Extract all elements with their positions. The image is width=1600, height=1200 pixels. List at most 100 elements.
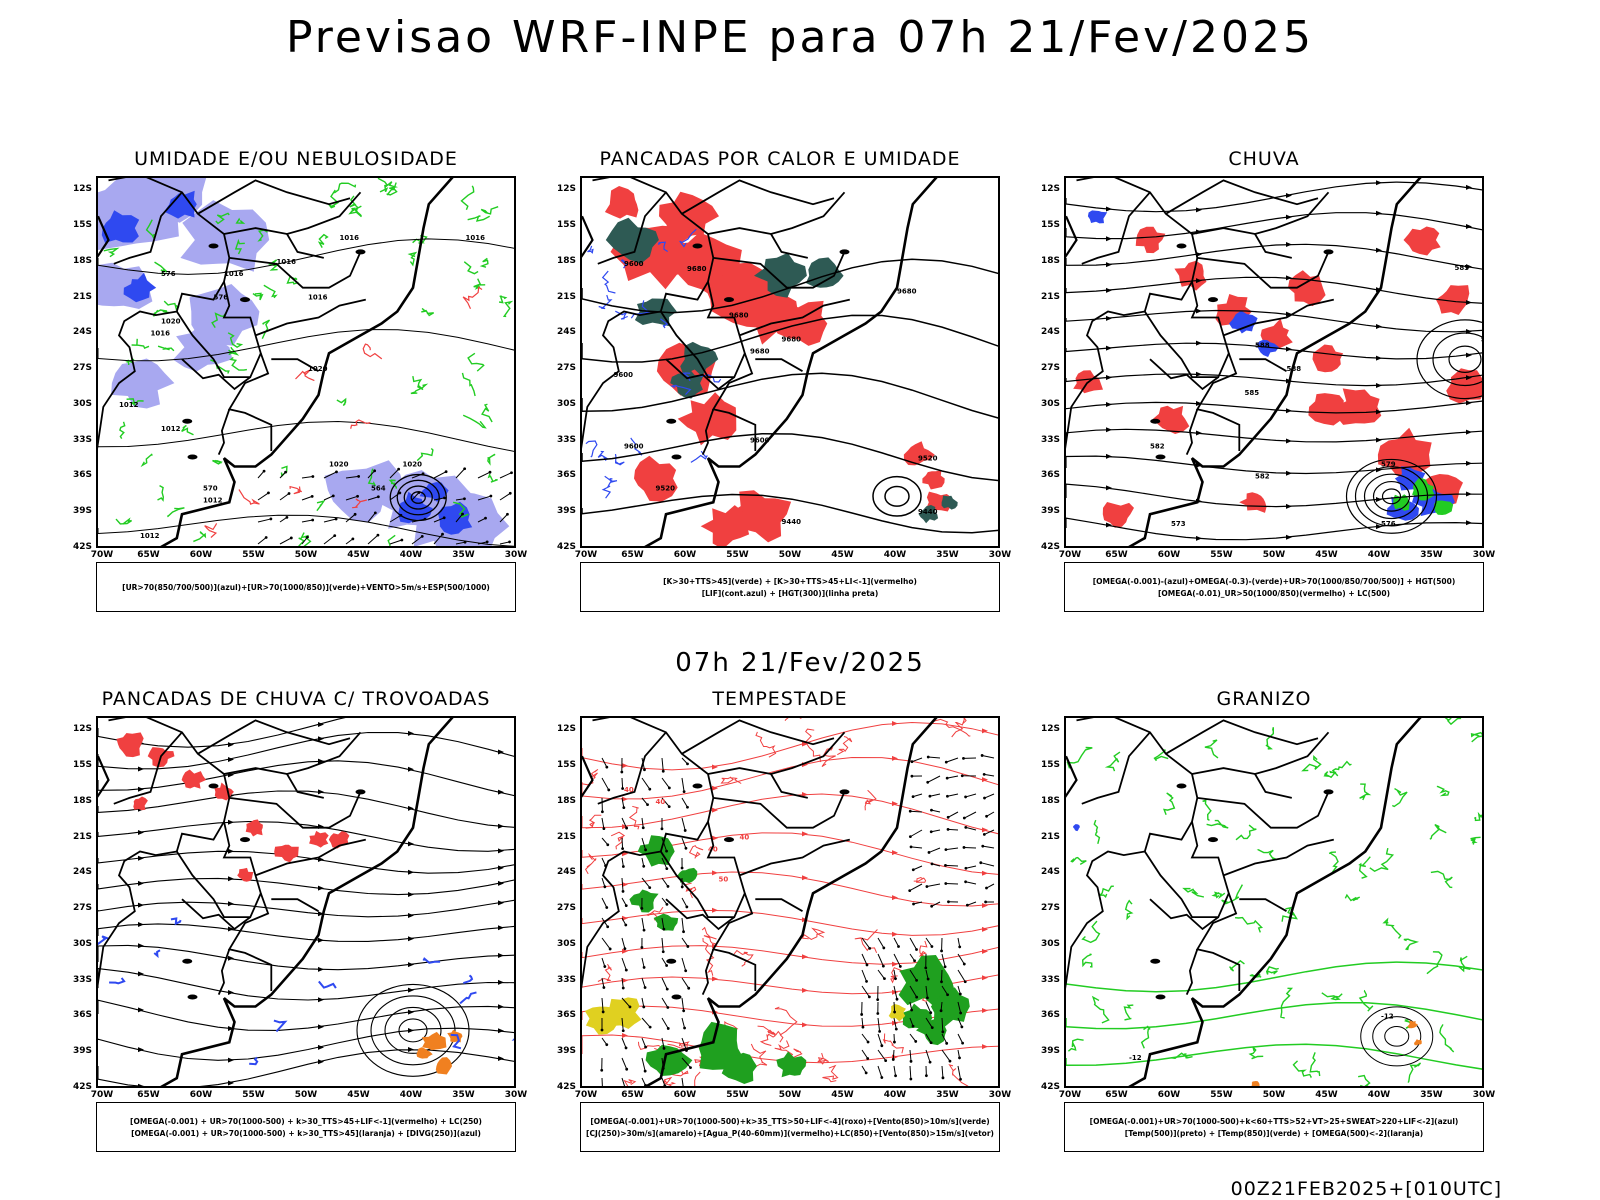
temp-500-cold-core (1360, 1006, 1434, 1067)
humidity-mid-area (419, 482, 449, 502)
heat-shower-area (700, 505, 751, 546)
wind-vector-head (624, 968, 628, 972)
map-frame: 585 588 588 591 585 582 579 576 573 582 (1064, 176, 1484, 548)
wind-vector (301, 476, 313, 479)
wind-vector (941, 1065, 944, 1078)
wind-vector-head (625, 826, 628, 830)
streamline-arrow (1466, 299, 1472, 305)
panel-title: PANCADAS POR CALOR E UMIDADE (599, 148, 961, 170)
state-border (197, 719, 351, 755)
temp-500-cold-core (1372, 1016, 1422, 1057)
lifted-index-contour (601, 479, 613, 499)
hail-area (1073, 824, 1080, 832)
thunderstorm-area (309, 830, 329, 848)
streamline-arrow (1106, 485, 1112, 491)
wind-vector-head (603, 965, 607, 968)
instability-area (754, 252, 807, 298)
wind-vector-head (891, 1058, 895, 1061)
panel-title: UMIDADE E/OU NEBULOSIDADE (134, 148, 458, 170)
temp-850-contour (1091, 995, 1110, 1024)
wind-vector (621, 817, 628, 829)
wind-vector-head (911, 795, 915, 799)
streamline-arrow (408, 912, 414, 918)
humidity-low-contour (416, 447, 434, 462)
wind-vector (947, 828, 959, 831)
thickness-line (295, 369, 315, 382)
wind-vector-head (925, 885, 929, 888)
map-canvas: 40 40 40 50 40 (582, 718, 998, 1086)
contour-label: 576 (214, 294, 229, 302)
latitude-tick-label: 24S (1040, 327, 1060, 338)
temp-850-contour (1369, 847, 1395, 873)
streamline-arrow (408, 1009, 414, 1015)
wind-vector-head (893, 1040, 896, 1044)
humidity-low-contour (467, 352, 485, 372)
humidity-low-contour (131, 338, 150, 349)
height-500-contour (1066, 428, 1482, 443)
streamline-850 (582, 793, 998, 835)
streamline-arrow (228, 926, 234, 932)
coastline-east (1128, 718, 1422, 1086)
humidity-low-contour (166, 507, 185, 518)
contour-label: 40 (624, 786, 634, 794)
wind-vector-head (683, 829, 687, 832)
wind-vector-head (883, 977, 886, 981)
wind-vector (621, 1077, 626, 1086)
precipitable-water-contour (784, 718, 802, 722)
wind-vector-head (962, 962, 966, 966)
wind-vector (681, 997, 685, 1011)
temp-850-contour (1123, 1004, 1134, 1021)
humidity-low-contour (157, 345, 175, 352)
latitude-tick-label: 12S (556, 724, 576, 735)
latitude-tick-label: 39S (556, 506, 576, 517)
wind-vector-head (443, 496, 446, 500)
wind-vector-head (624, 1046, 628, 1050)
latitude-tick-label: 15S (72, 760, 92, 771)
state-border (665, 898, 735, 931)
thickness-line (462, 286, 483, 310)
longitude-tick-label: 65W (137, 1090, 160, 1100)
wind-vector-head (644, 848, 647, 852)
divergence-contour (511, 1038, 514, 1041)
strong-wind-area (629, 889, 659, 913)
precipitable-water-contour (750, 1043, 768, 1068)
wind-vector-head (880, 1076, 884, 1079)
temp-850-contour (1204, 739, 1219, 759)
wind-vector-head (930, 808, 933, 812)
wind-vector (957, 1065, 962, 1080)
map-frame: 9680 9680 9680 9680 9680 9600 9600 9600 9600 9520… (580, 176, 1000, 548)
streamline-arrow (802, 831, 808, 837)
humidity-low-contour (460, 185, 475, 210)
wind-vector (681, 977, 690, 989)
temp-850-contour (1153, 749, 1169, 762)
humidity-low-contour (412, 375, 424, 391)
pressure-isobar (98, 514, 514, 546)
omega-weak-area (1087, 210, 1108, 224)
wind-vector-head (958, 945, 962, 949)
precipitable-water-contour (801, 927, 826, 940)
temp-850-contour (1081, 920, 1101, 944)
temp-850-contour (1234, 916, 1264, 933)
streamline-arrow (318, 789, 324, 795)
wind-vector-head (929, 1041, 933, 1045)
streamline-arrow (802, 741, 808, 747)
streamline-arrow (498, 749, 504, 755)
wind-vector (984, 793, 995, 799)
panel-pancadas-calor: PANCADAS POR CALOR E UMIDADE 12S 15S 18S 21S… (540, 148, 1020, 648)
wind-vector (929, 793, 941, 797)
wind-vector (909, 937, 917, 950)
wind-vector-head (945, 1041, 949, 1045)
temp-850-contour (1321, 992, 1343, 1001)
lifted-index-contour (657, 241, 669, 253)
streamline-arrow (892, 961, 898, 967)
wind-vector-head (897, 945, 900, 948)
lake-mark (187, 454, 198, 460)
streamline-arrow (1286, 311, 1292, 317)
precipitable-water-contour (854, 929, 878, 953)
lake-mark (671, 994, 682, 1000)
wind-vector-head (876, 1012, 880, 1015)
wind-vector (925, 1017, 933, 1028)
precipitable-water-contour (804, 728, 822, 763)
legend-box: [K>30+TTS>45](verde) + [K>30+TTS>45+LI<-… (580, 562, 1000, 612)
humidity-low-contour (410, 383, 429, 395)
